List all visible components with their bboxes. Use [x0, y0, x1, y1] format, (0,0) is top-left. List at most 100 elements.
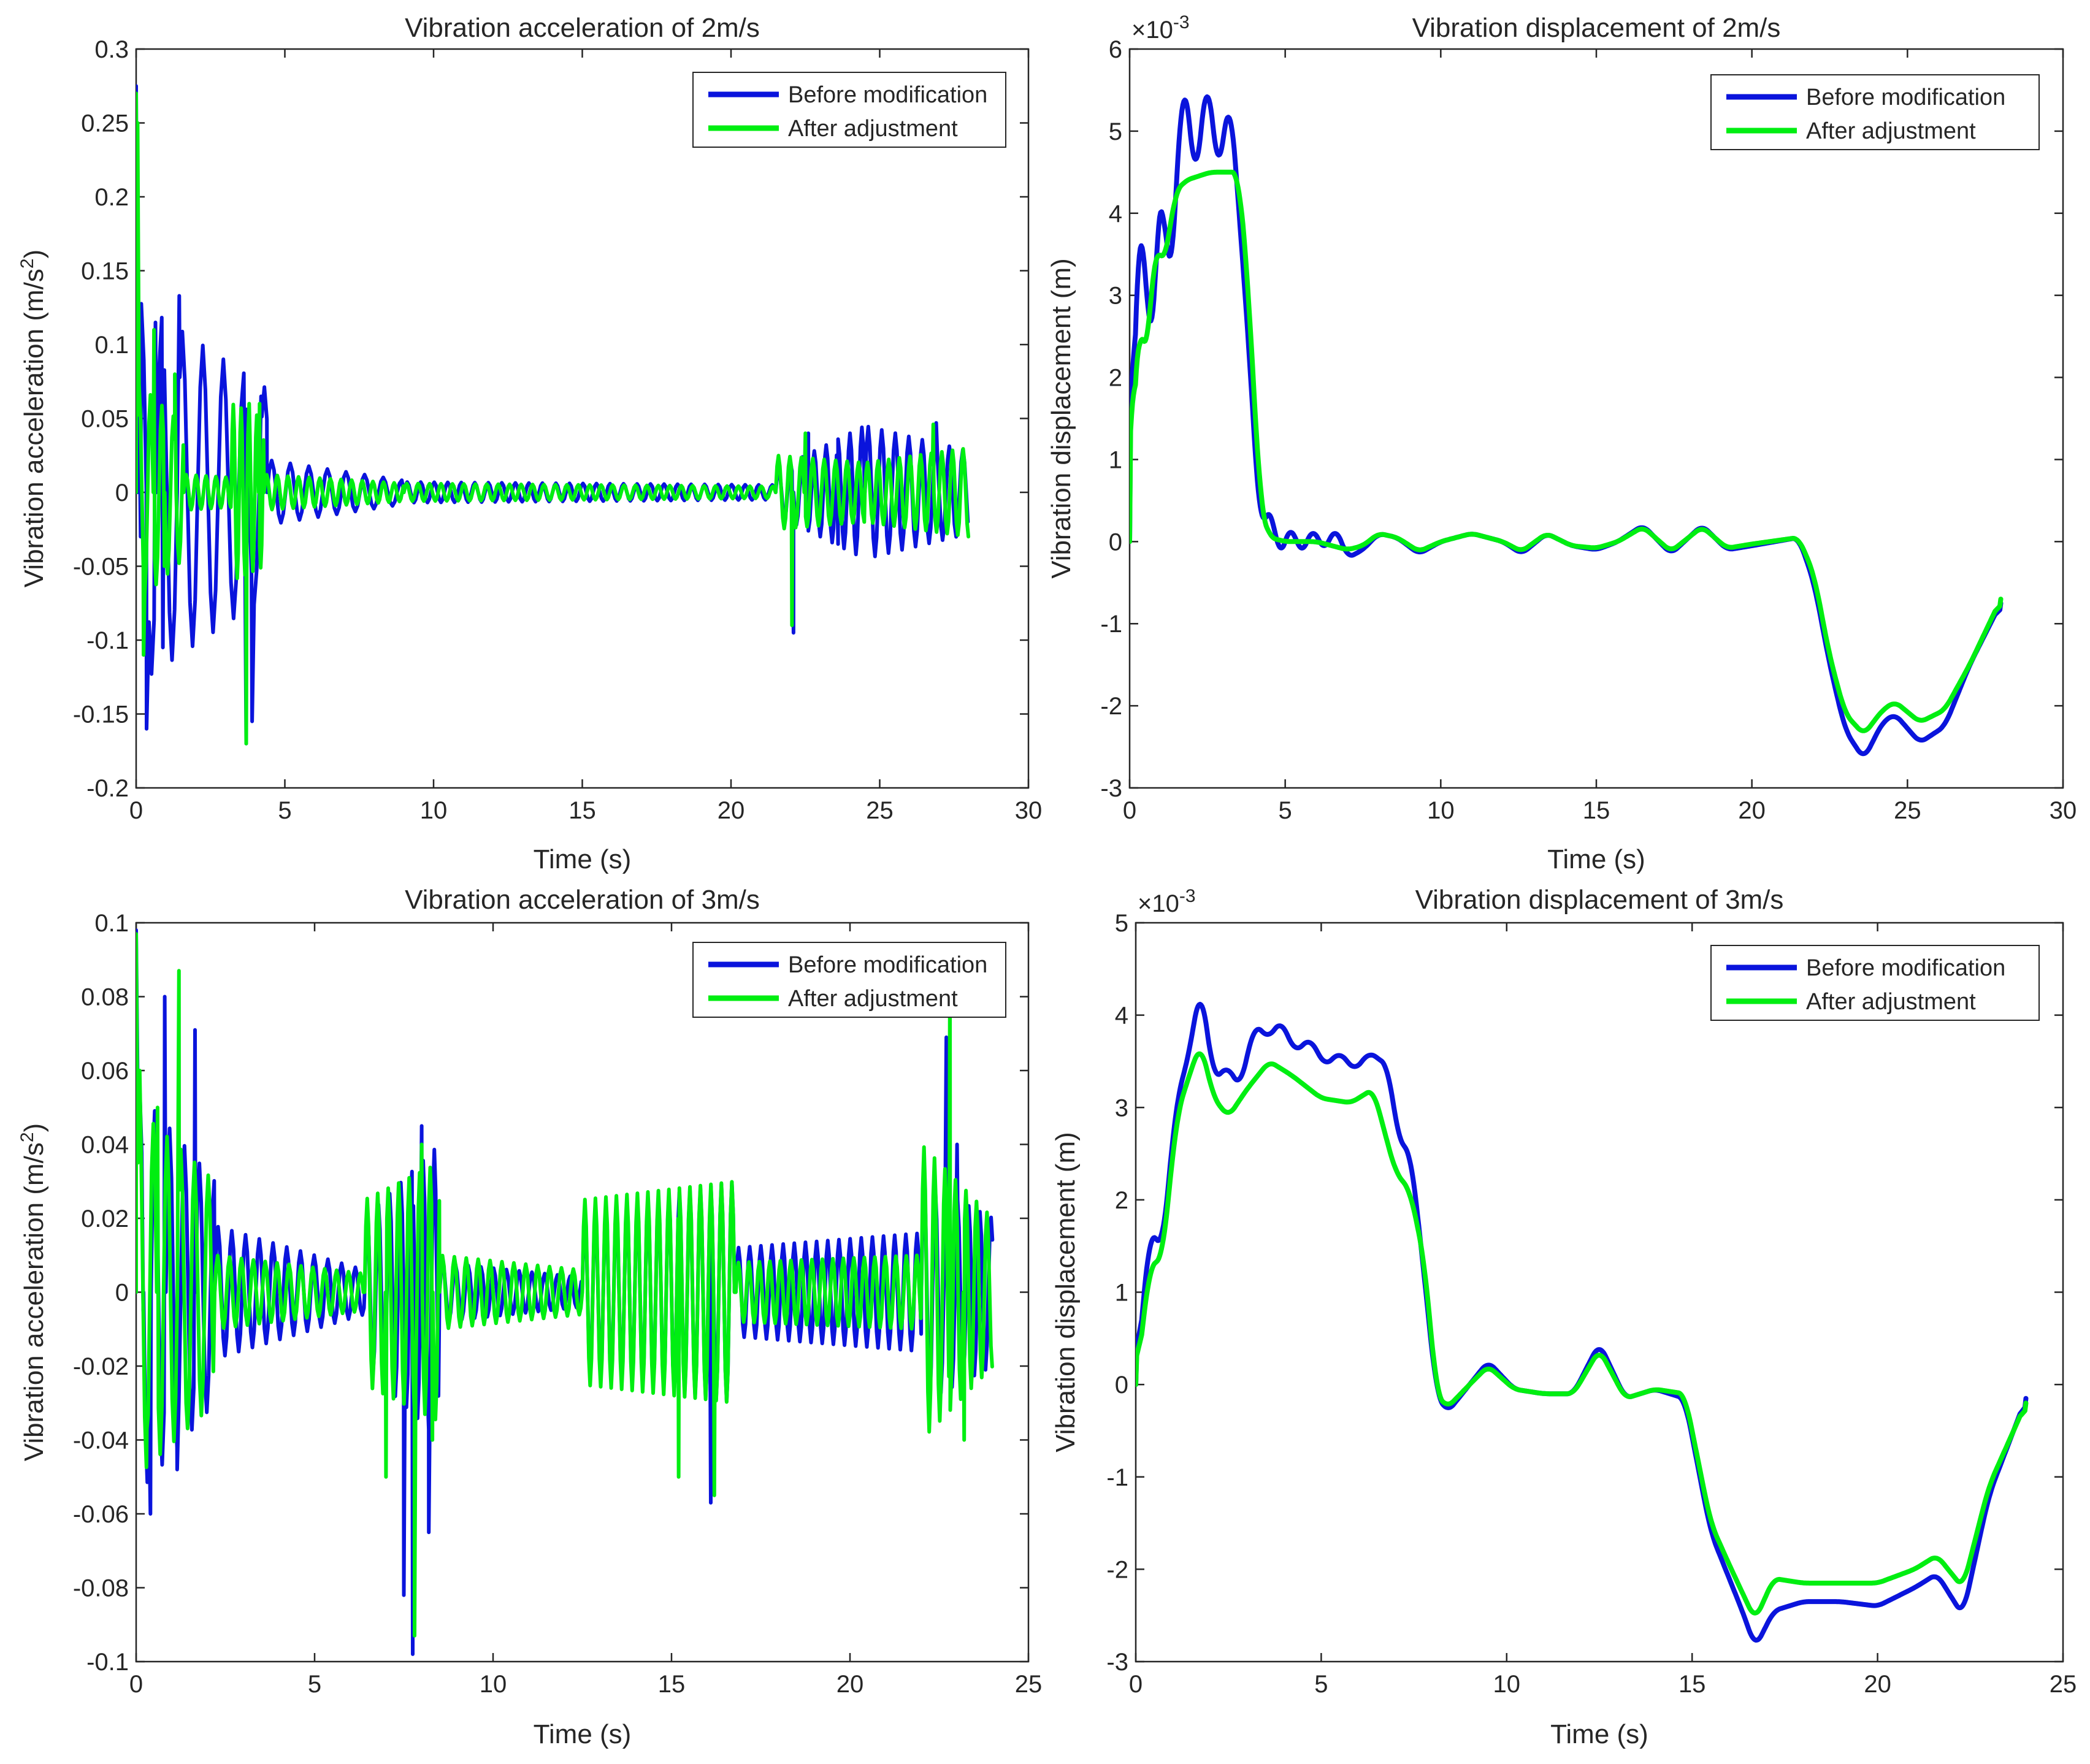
y-axis-label-main: Vibration displacement (m) [1046, 258, 1076, 579]
x-tick-label: 0 [129, 1671, 143, 1698]
y-tick-label: 0.08 [81, 984, 129, 1011]
legend-box [692, 72, 1006, 148]
y-tick-label: 0.2 [94, 184, 129, 211]
x-tick-label: 15 [568, 797, 596, 824]
chart-title: Vibration acceleration of 3m/s [405, 885, 760, 915]
legend-box [692, 942, 1006, 1018]
exponent-label: ×10-3 [1131, 12, 1190, 44]
x-tick-label: 25 [1015, 1671, 1043, 1698]
legend[interactable]: Before modification After adjustment [1710, 945, 2040, 1021]
y-tick-label: -1 [1100, 611, 1122, 638]
series-line-after [1136, 1051, 2029, 1616]
x-tick-label: 15 [1583, 797, 1610, 824]
y-axis-label-main: Vibration acceleration (m/s [19, 1142, 49, 1461]
panel-displacement-3ms: 0 5 10 15 20 25 -3 -2 -1 0 1 2 3 4 5 Vibration displac… [1051, 885, 2077, 1749]
y-axis-label-superscript: 2 [17, 1132, 37, 1142]
y-tick-label: 1 [1109, 446, 1122, 473]
y-tick-label: 4 [1109, 200, 1122, 227]
x-tick-label: 25 [1894, 797, 1921, 824]
y-tick-label: 0.06 [81, 1058, 129, 1085]
y-tick-label: 3 [1115, 1094, 1128, 1121]
series-line-after [1130, 169, 2004, 733]
y-tick-label: 0.15 [81, 258, 129, 285]
x-tick-label: 20 [718, 797, 745, 824]
legend-box [1710, 945, 2040, 1021]
x-tick-label: 15 [1679, 1671, 1706, 1698]
legend-label-before: Before modification [1806, 955, 2005, 981]
x-tick-label: 0 [1129, 1671, 1143, 1698]
y-tick-label: 6 [1109, 36, 1122, 63]
legend-label-after: After adjustment [1806, 989, 1976, 1015]
y-tick-label: 0.1 [94, 332, 129, 359]
panel-acceleration-2ms: 0 5 10 15 20 25 30 -0.2 -0.15 -0.1 -0.05 0 0.05 0.1 0.… [17, 13, 1042, 874]
exponent-base: ×10 [1131, 17, 1173, 44]
y-axis-label-end: ) [19, 250, 49, 259]
x-tick-label: 25 [866, 797, 894, 824]
x-tick-label: 20 [836, 1671, 864, 1698]
x-tick-label: 5 [278, 797, 291, 824]
y-axis-label: Vibration acceleration (m/s2) [17, 1123, 49, 1461]
y-tick-label: -1 [1106, 1464, 1128, 1491]
x-tick-label: 10 [480, 1671, 507, 1698]
y-axis-label-main: Vibration displacement (m) [1051, 1132, 1081, 1453]
plot-frame [1128, 48, 2064, 789]
tick-marks: 0 5 10 15 20 25 -0.1 -0.08 -0.06 -0.04 -0.02 0 0.02 0… [73, 910, 1042, 1698]
series-layer [1136, 1001, 2029, 1643]
legend-label-after: After adjustment [788, 116, 958, 142]
y-tick-label: 0 [1115, 1372, 1128, 1399]
x-tick-label: 5 [308, 1671, 321, 1698]
y-axis-label-end: ) [19, 1123, 49, 1132]
legend[interactable]: Before modification After adjustment [692, 942, 1006, 1018]
y-axis-label: Vibration displacement (m) [1051, 1132, 1081, 1453]
y-tick-label: -0.1 [86, 1649, 129, 1676]
chart-title: Vibration displacement of 2m/s [1412, 13, 1781, 43]
plot-frame [1135, 922, 2064, 1663]
y-tick-label: -3 [1100, 775, 1122, 802]
y-tick-label: 0.3 [94, 36, 129, 63]
x-axis-label: Time (s) [534, 1719, 632, 1749]
tick-marks: 0 5 10 15 20 25 -3 -2 -1 0 1 2 3 4 5 [1106, 910, 2077, 1698]
y-tick-label: -0.15 [73, 701, 129, 728]
y-tick-label: 1 [1115, 1280, 1128, 1307]
tick-marks: 0 5 10 15 20 25 30 -0.2 -0.15 -0.1 -0.05 0 0.05 0.1 0.… [73, 36, 1042, 824]
series-layer [136, 84, 971, 746]
y-tick-label: 0 [115, 1280, 129, 1307]
x-axis-label: Time (s) [534, 844, 632, 874]
tick-marks: 0 5 10 15 20 25 30 -3 -2 -1 0 1 2 3 4 5 6 [1100, 36, 2077, 824]
y-axis-label: Vibration acceleration (m/s2) [17, 250, 49, 587]
y-axis-label-main: Vibration acceleration (m/s [19, 269, 49, 587]
y-tick-label: -0.1 [86, 627, 129, 654]
legend[interactable]: Before modification After adjustment [1710, 74, 2040, 150]
y-tick-label: 5 [1115, 910, 1128, 937]
y-tick-label: -0.05 [73, 554, 129, 581]
x-tick-label: 30 [2050, 797, 2077, 824]
y-tick-label: 0 [1109, 529, 1122, 556]
y-tick-label: -3 [1106, 1649, 1128, 1676]
x-tick-label: 0 [129, 797, 143, 824]
legend-label-before: Before modification [788, 82, 987, 108]
y-tick-label: 3 [1109, 283, 1122, 310]
x-tick-label: 10 [1427, 797, 1455, 824]
legend-label-after: After adjustment [788, 986, 958, 1012]
y-tick-label: 2 [1115, 1187, 1128, 1214]
y-tick-label: 0.02 [81, 1205, 129, 1232]
legend-label-before: Before modification [1806, 85, 2005, 110]
y-tick-label: -0.06 [73, 1501, 129, 1528]
legend-label-before: Before modification [788, 952, 987, 978]
x-axis-label: Time (s) [1550, 1719, 1648, 1749]
x-axis-label: Time (s) [1547, 844, 1645, 874]
panel-displacement-2ms: 0 5 10 15 20 25 30 -3 -2 -1 0 1 2 3 4 5 6 Vibration disp… [1046, 12, 2077, 874]
series-line-after [136, 91, 971, 746]
series-layer [136, 928, 995, 1656]
x-tick-label: 20 [1864, 1671, 1891, 1698]
x-tick-label: 10 [420, 797, 448, 824]
x-tick-label: 20 [1738, 797, 1766, 824]
legend[interactable]: Before modification After adjustment [692, 72, 1006, 148]
exponent-label: ×10-3 [1138, 886, 1196, 917]
plot-frame [135, 48, 1030, 789]
x-tick-label: 15 [658, 1671, 686, 1698]
exponent-value: -3 [1179, 886, 1196, 906]
chart-title: Vibration acceleration of 2m/s [405, 13, 760, 43]
legend-label-after: After adjustment [1806, 118, 1976, 144]
